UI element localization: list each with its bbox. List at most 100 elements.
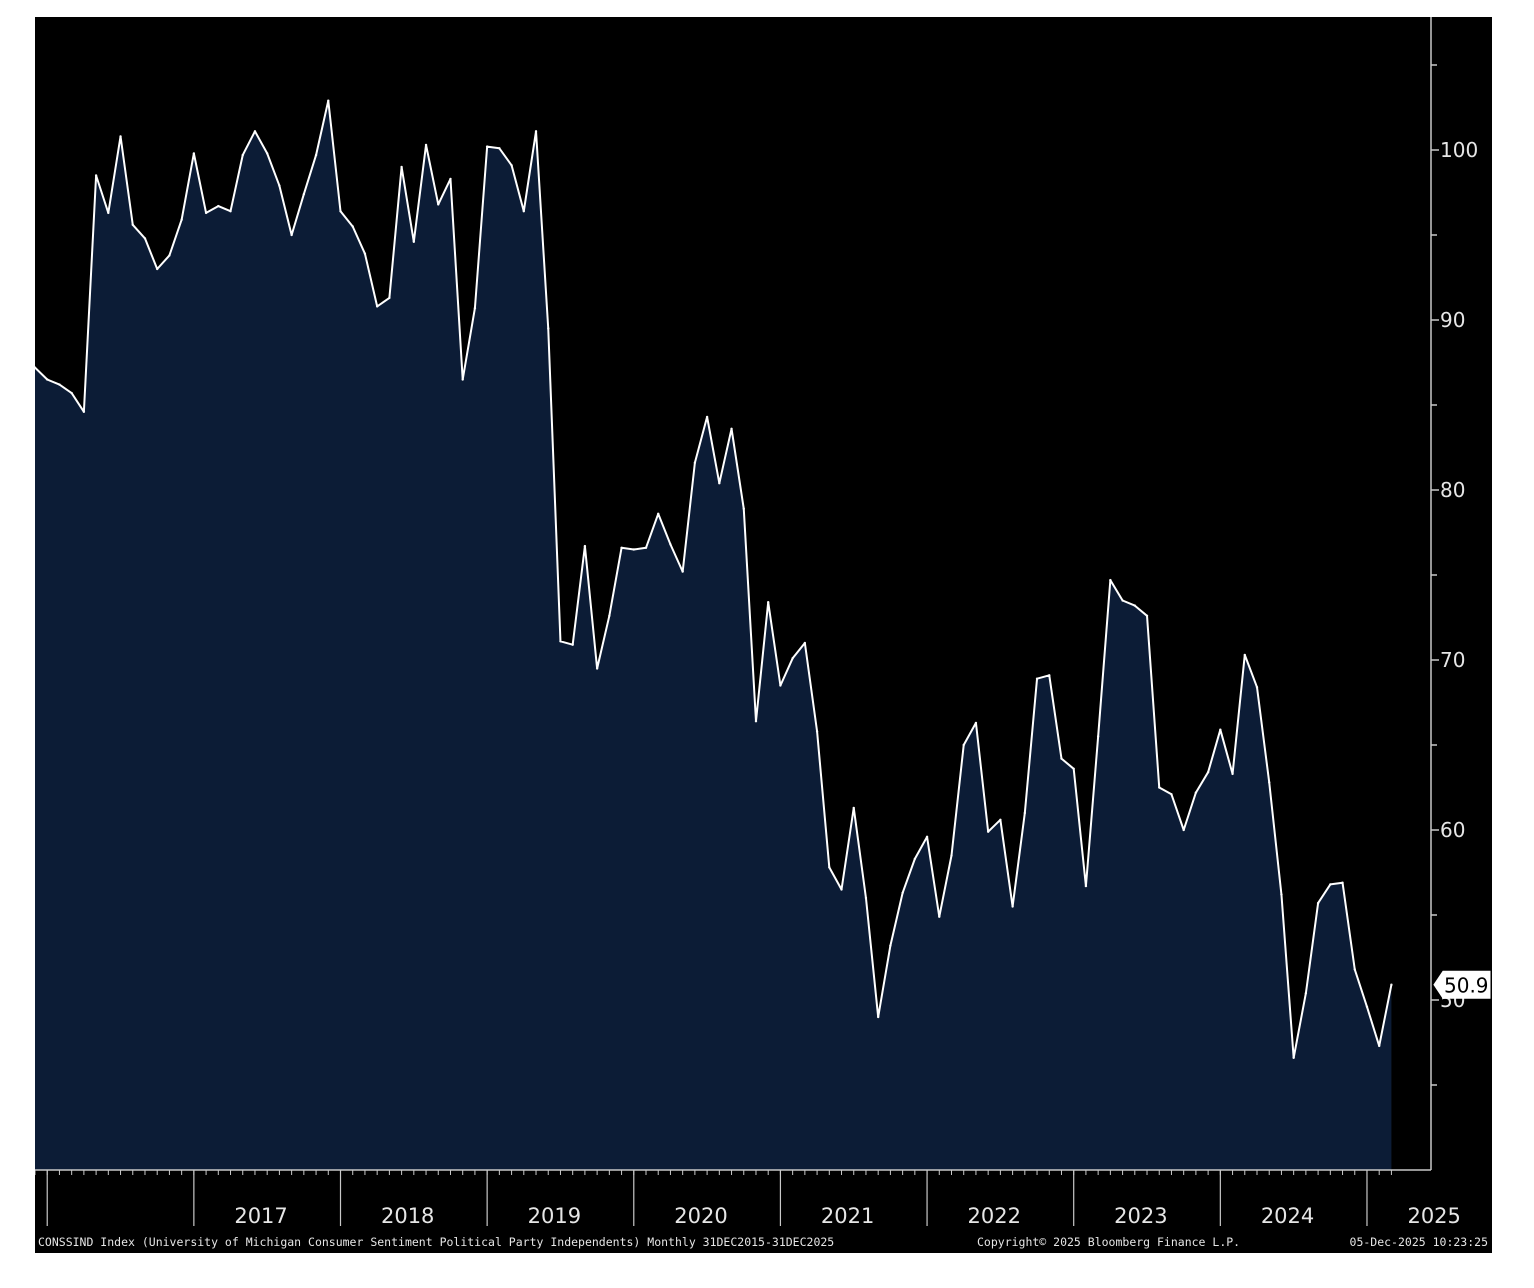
data-point — [791, 657, 794, 660]
data-point — [718, 482, 721, 485]
data-point — [168, 254, 171, 257]
data-point — [1194, 791, 1198, 794]
data-point — [1072, 767, 1075, 770]
data-point — [730, 427, 733, 430]
data-point — [1060, 757, 1063, 760]
data-point — [204, 211, 208, 215]
data-point — [547, 327, 550, 330]
data-point — [278, 184, 281, 187]
data-point — [192, 152, 196, 155]
data-point — [1243, 653, 1246, 657]
data-point — [1378, 1044, 1381, 1048]
data-point — [571, 643, 574, 646]
data-point — [1292, 1056, 1295, 1060]
data-point — [1365, 1005, 1369, 1008]
data-point — [889, 944, 892, 947]
data-point — [986, 830, 990, 833]
data-point — [815, 730, 819, 733]
area-layer — [35, 99, 1393, 1171]
data-point — [375, 305, 379, 308]
data-point — [1341, 881, 1344, 884]
data-point — [681, 570, 684, 573]
data-point — [705, 415, 709, 419]
data-point — [498, 147, 501, 150]
data-point — [1145, 614, 1149, 617]
series-area — [35, 100, 1392, 1171]
data-point — [400, 165, 403, 169]
data-point — [1268, 781, 1271, 784]
data-point — [290, 233, 293, 237]
footer-copyright: Copyright© 2025 Bloomberg Finance L.P. — [977, 1235, 1241, 1249]
x-tick-label: 2020 — [674, 1204, 727, 1228]
data-point — [901, 891, 904, 895]
data-point — [1084, 884, 1088, 888]
data-point — [950, 854, 953, 857]
label-layer: 50.9 — [1433, 970, 1491, 999]
data-point — [1280, 893, 1283, 896]
data-point — [754, 720, 758, 723]
data-point — [876, 1015, 880, 1019]
data-point — [229, 210, 232, 213]
data-point — [241, 153, 244, 157]
x-tick-label: 2021 — [821, 1204, 874, 1228]
data-point — [1035, 677, 1039, 680]
data-point — [1219, 728, 1222, 731]
data-point — [644, 546, 648, 549]
data-point — [363, 252, 367, 255]
y-tick-label: 80 — [1440, 478, 1465, 502]
data-point — [94, 174, 98, 177]
chart-footer: CONSSIND Index (University of Michigan C… — [35, 1230, 1492, 1253]
data-point — [1048, 674, 1051, 677]
data-point — [1096, 735, 1100, 738]
data-point — [1170, 793, 1173, 796]
data-point — [424, 143, 428, 147]
data-point — [449, 177, 452, 181]
data-point — [1255, 686, 1259, 689]
last-value-tag — [1433, 970, 1491, 999]
data-point — [314, 153, 318, 157]
data-point — [608, 614, 611, 617]
data-point — [999, 818, 1002, 821]
data-point — [779, 684, 782, 687]
data-point — [35, 366, 37, 369]
data-point — [828, 866, 831, 869]
y-tick-label: 60 — [1440, 818, 1465, 842]
data-point — [669, 543, 672, 546]
data-point — [1158, 786, 1161, 789]
data-point — [962, 743, 965, 747]
data-point — [339, 210, 342, 213]
data-point — [742, 507, 745, 510]
data-point — [107, 211, 110, 215]
data-point — [510, 164, 513, 167]
data-point — [180, 218, 183, 221]
data-point — [58, 383, 61, 386]
last-value-label: 50.9 — [1444, 974, 1489, 998]
data-point — [803, 641, 807, 645]
x-tick-label: 2022 — [968, 1204, 1021, 1228]
footer-timestamp: 05-Dec-2025 10:23:25 — [1349, 1235, 1488, 1249]
data-point — [131, 223, 134, 226]
data-point — [595, 667, 599, 670]
data-point — [156, 267, 159, 271]
data-point — [938, 915, 941, 918]
data-point — [412, 240, 416, 243]
data-point — [620, 546, 623, 549]
data-point — [1353, 968, 1356, 971]
data-point — [925, 835, 929, 838]
data-point — [852, 806, 855, 810]
data-point — [840, 888, 843, 891]
data-point — [1182, 828, 1185, 832]
x-tick-label: 2024 — [1261, 1204, 1314, 1228]
data-point — [217, 204, 220, 208]
data-point — [119, 135, 122, 138]
data-point — [1304, 992, 1308, 995]
data-point — [485, 145, 489, 148]
data-point — [143, 237, 147, 240]
data-point — [559, 640, 562, 643]
data-point — [70, 391, 73, 395]
footer-source: CONSSIND Index (University of Michigan C… — [38, 1235, 835, 1249]
x-tick-label: 2019 — [528, 1204, 581, 1228]
data-point — [657, 512, 660, 515]
data-point — [864, 896, 868, 900]
